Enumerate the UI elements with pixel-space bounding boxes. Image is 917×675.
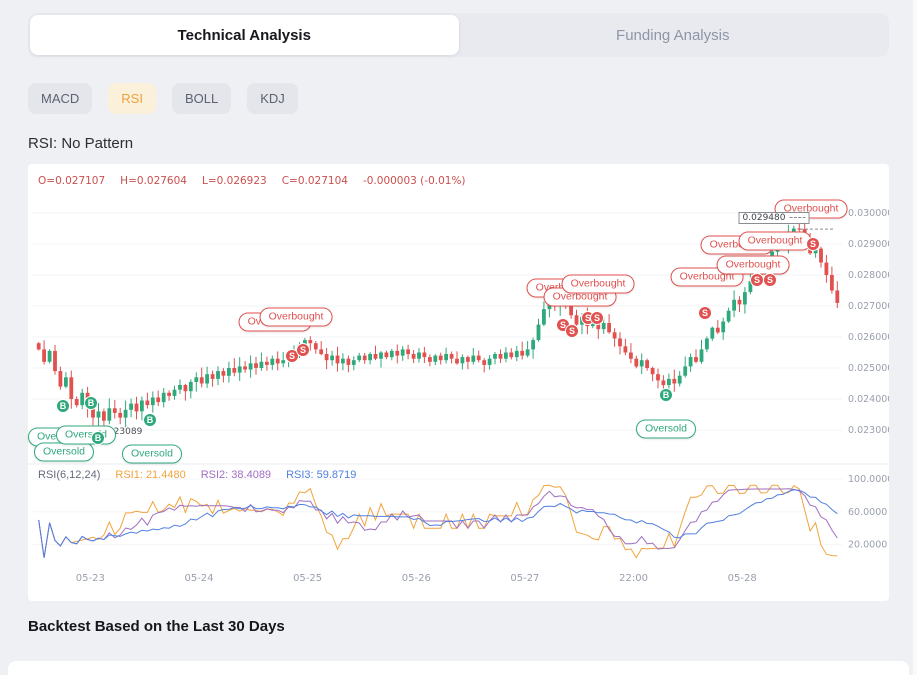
svg-text:05-27: 05-27 <box>510 573 539 584</box>
ohlc-row: O=0.027107 H=0.027604 L=0.026923 C=0.027… <box>38 175 466 187</box>
rsi3-value: RSI3: 59.8719 <box>286 469 357 481</box>
svg-text:100.0000: 100.0000 <box>848 474 889 485</box>
next-section-card <box>8 661 909 675</box>
ohlc-high: H=0.027604 <box>120 175 187 187</box>
svg-text:0.024000: 0.024000 <box>848 394 889 405</box>
svg-text:20.0000: 20.0000 <box>848 540 887 551</box>
svg-text:0.027000: 0.027000 <box>848 301 889 312</box>
svg-text:0.030000: 0.030000 <box>848 208 889 219</box>
chart-card: O=0.027107 H=0.027604 L=0.026923 C=0.027… <box>27 164 889 601</box>
ohlc-close: C=0.027104 <box>281 175 348 187</box>
indicator-macd-button[interactable]: MACD <box>28 83 93 114</box>
svg-text:0.023000: 0.023000 <box>848 425 889 436</box>
rsi1-value: RSI1: 21.4480 <box>115 469 186 481</box>
tab-funding-analysis[interactable]: Funding Analysis <box>616 26 730 44</box>
svg-text:05-26: 05-26 <box>402 573 431 584</box>
ohlc-change: -0.000003 (-0.01%) <box>362 175 466 187</box>
indicator-rsi-button[interactable]: RSI <box>108 83 156 114</box>
svg-text:0.028000: 0.028000 <box>848 270 889 281</box>
rsi-params: RSI(6,12,24) <box>38 469 101 481</box>
svg-text:60.0000: 60.0000 <box>848 507 887 518</box>
svg-text:0.029000: 0.029000 <box>848 239 889 250</box>
svg-text:0.025000: 0.025000 <box>848 363 889 374</box>
svg-text:05-24: 05-24 <box>184 573 213 584</box>
svg-text:05-28: 05-28 <box>728 573 757 584</box>
rsi-legend: RSI(6,12,24) RSI1: 21.4480 RSI2: 38.4089… <box>38 469 356 481</box>
rsi2-value: RSI2: 38.4089 <box>200 469 272 481</box>
svg-text:0.026000: 0.026000 <box>848 332 889 343</box>
ohlc-low: L=0.026923 <box>201 175 267 187</box>
indicator-boll-button[interactable]: BOLL <box>171 83 232 114</box>
indicator-chips: MACD RSI BOLL KDJ <box>28 83 298 114</box>
tab-technical-analysis[interactable]: Technical Analysis <box>30 15 459 55</box>
scrollbar-track[interactable] <box>913 0 917 675</box>
backtest-heading: Backtest Based on the Last 30 Days <box>28 618 285 635</box>
indicator-kdj-button[interactable]: KDJ <box>247 83 298 114</box>
pattern-status: RSI: No Pattern <box>28 135 134 152</box>
candlestick-chart[interactable]: 0.030000 0.029000 0.028000 0.027000 0.026000… <box>28 164 889 601</box>
svg-text:05-25: 05-25 <box>293 573 322 584</box>
svg-text:22:00: 22:00 <box>619 573 648 584</box>
svg-text:05-23: 05-23 <box>76 573 105 584</box>
tab-bar: Technical Analysis Funding Analysis <box>28 13 889 57</box>
ohlc-open: O=0.027107 <box>38 175 106 187</box>
